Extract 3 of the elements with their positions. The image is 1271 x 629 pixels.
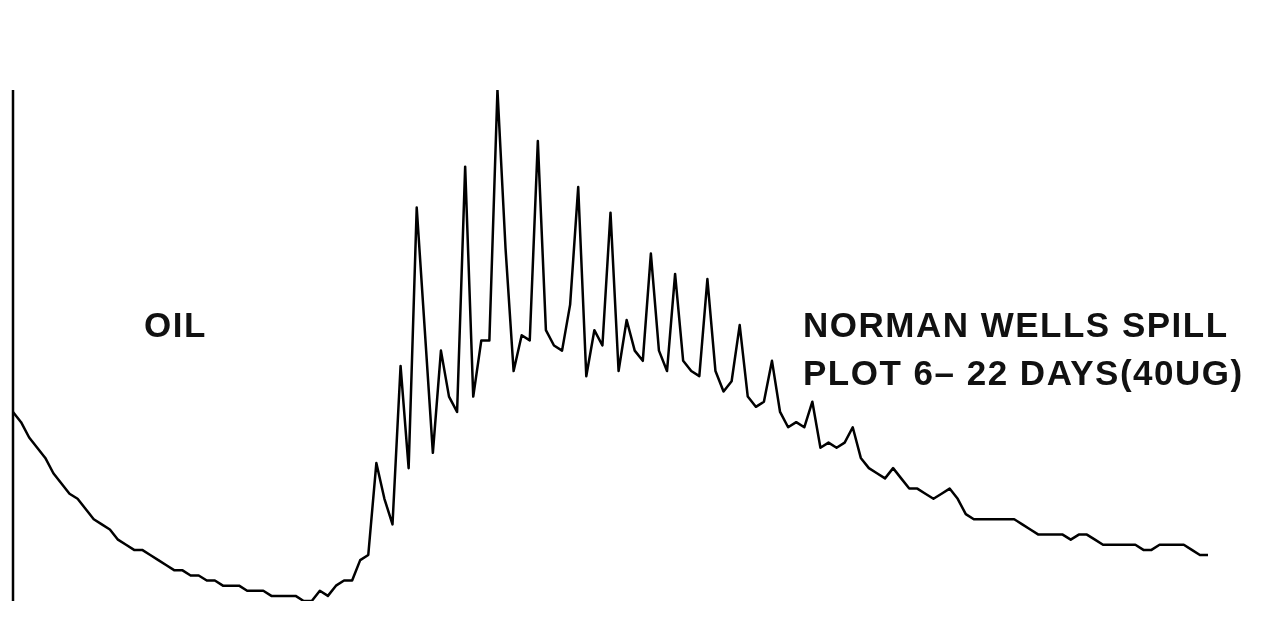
annotation: PLOT 6– 22 DAYS(40UG) [803,353,1244,394]
annotation: NORMAN WELLS SPILL [803,305,1229,346]
annotation: OIL [144,305,207,346]
